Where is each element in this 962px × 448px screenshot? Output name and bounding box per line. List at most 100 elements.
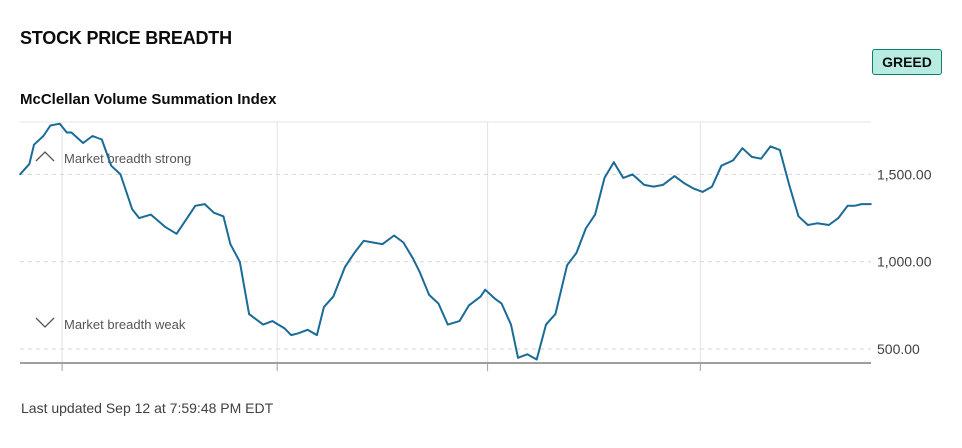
sentiment-badge: GREED	[872, 49, 942, 75]
data-point	[837, 217, 840, 219]
data-point	[585, 227, 587, 230]
x-tick-label: Jan 2025	[281, 373, 339, 374]
data-point	[138, 217, 140, 219]
x-tick-label: Oct 2024	[66, 373, 123, 374]
y-tick-label: 500.00	[877, 341, 920, 357]
data-point	[362, 240, 365, 242]
data-point	[150, 213, 152, 216]
data-point	[853, 205, 856, 207]
chevron-up-icon	[35, 151, 55, 162]
data-point	[535, 358, 538, 361]
data-point	[353, 252, 356, 254]
data-point	[788, 184, 790, 186]
data-point	[381, 243, 384, 245]
data-point	[222, 215, 225, 218]
data-point	[643, 184, 645, 186]
x-tick-label: Jul	[704, 373, 722, 374]
data-point	[262, 323, 264, 326]
data-point	[479, 295, 482, 298]
data-point	[344, 266, 346, 268]
data-point	[769, 145, 772, 148]
data-point	[194, 205, 197, 207]
chart-title: McClellan Volume Summation Index	[20, 91, 277, 108]
data-point	[110, 164, 112, 167]
data-point	[797, 215, 800, 218]
last-updated-text: Last updated Sep 12 at 7:59:48 PM EDT	[21, 400, 274, 416]
data-point	[49, 124, 52, 127]
data-point	[468, 304, 470, 307]
data-point	[594, 213, 596, 216]
data-point	[860, 203, 863, 205]
data-point	[82, 142, 84, 144]
data-point	[213, 212, 215, 214]
data-point	[283, 327, 286, 329]
series-line	[19, 122, 871, 361]
data-point	[306, 329, 309, 331]
data-point	[164, 226, 166, 228]
data-point	[119, 173, 122, 176]
data-point	[332, 295, 335, 298]
data-point	[203, 203, 206, 205]
data-point	[290, 334, 293, 336]
chevron-down-icon	[35, 317, 55, 328]
data-point	[566, 264, 568, 266]
data-point	[741, 147, 744, 149]
breadth-chart: 500.00 1,000.00 1,500.00 Oct 2024 Jan 2025 Ap…	[19, 121, 932, 374]
data-point	[807, 224, 809, 226]
data-point	[554, 313, 557, 315]
data-point	[28, 163, 31, 165]
y-tick-label: 1,500.00	[877, 166, 932, 182]
page-title: STOCK PRICE BREADTH	[20, 28, 232, 48]
data-point	[816, 222, 818, 225]
data-point	[42, 135, 45, 137]
data-point	[828, 224, 830, 226]
data-point	[711, 185, 713, 188]
data-point	[316, 334, 318, 336]
data-point	[297, 332, 300, 335]
y-tick-label: 1,000.00	[877, 254, 932, 270]
data-point	[517, 357, 519, 359]
data-point	[175, 233, 178, 235]
data-point	[437, 302, 440, 305]
data-point	[101, 138, 103, 141]
data-point	[323, 306, 325, 308]
data-point	[720, 164, 723, 167]
data-point	[683, 182, 685, 184]
data-point	[66, 131, 68, 134]
data-point	[91, 135, 94, 137]
data-point	[419, 271, 421, 273]
data-point	[248, 313, 250, 315]
data-point	[779, 149, 781, 151]
data-point	[613, 161, 615, 163]
data-point	[70, 131, 73, 134]
data-point	[870, 203, 872, 205]
data-point	[760, 157, 762, 160]
data-point	[393, 234, 395, 237]
data-point	[239, 260, 241, 263]
data-point	[662, 184, 664, 186]
data-point	[187, 215, 190, 218]
data-point	[458, 320, 461, 322]
data-point	[631, 173, 634, 176]
data-point	[428, 294, 430, 296]
data-point	[751, 156, 753, 158]
data-point	[701, 191, 704, 193]
data-point	[545, 323, 547, 326]
data-point	[412, 257, 414, 259]
annotation-label: Market breadth weak	[64, 317, 186, 332]
data-point	[692, 187, 695, 190]
data-point	[484, 288, 487, 291]
data-point	[58, 122, 61, 125]
data-point	[575, 252, 578, 254]
data-point	[846, 205, 849, 207]
data-point	[271, 320, 274, 322]
data-point	[510, 323, 512, 326]
data-point	[526, 353, 529, 356]
data-point	[673, 175, 676, 177]
data-point	[447, 323, 449, 326]
data-point	[402, 241, 405, 244]
data-point	[493, 297, 496, 300]
x-tick-label: Apr	[492, 373, 514, 374]
data-point	[131, 208, 133, 211]
data-point	[33, 143, 35, 146]
